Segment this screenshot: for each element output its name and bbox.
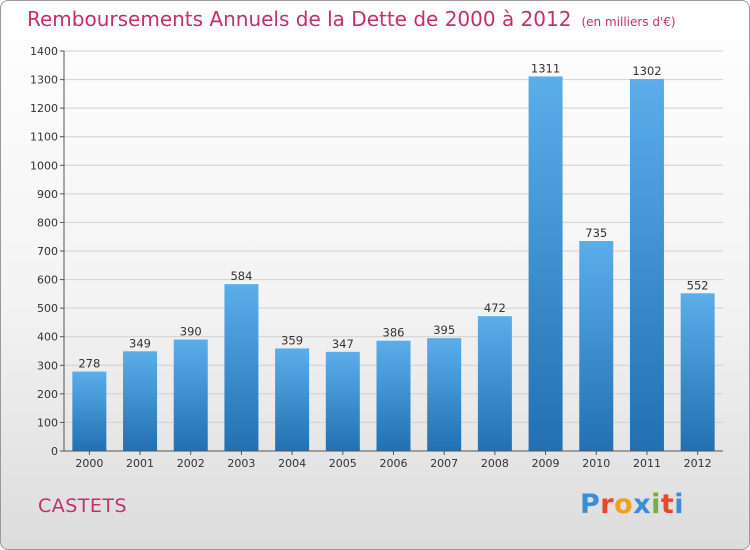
logo-letter: P <box>580 489 601 520</box>
value-label: 347 <box>332 337 354 351</box>
chart-title-text: Remboursements Annuels de la Dette de 20… <box>27 7 572 31</box>
y-tick-label: 1400 <box>30 45 58 58</box>
logo-letter: i <box>674 489 685 520</box>
y-tick-label: 1200 <box>30 102 58 115</box>
value-label: 1302 <box>632 64 661 78</box>
value-label: 584 <box>230 269 252 283</box>
logo-letter: t <box>660 489 675 520</box>
bar <box>72 371 107 451</box>
x-tick-label: 2003 <box>227 457 255 470</box>
y-tick-label: 1100 <box>30 131 58 144</box>
bar <box>427 338 462 451</box>
bar <box>477 316 512 451</box>
bar <box>579 241 614 451</box>
value-label: 1311 <box>531 61 560 75</box>
proxiti-logo: Proxiti <box>580 489 684 520</box>
logo-letter: o <box>614 489 634 520</box>
x-tick-label: 2007 <box>430 457 458 470</box>
x-tick-label: 2006 <box>380 457 408 470</box>
x-tick-label: 2009 <box>532 457 560 470</box>
value-label: 278 <box>78 357 100 371</box>
x-tick-label: 2000 <box>75 457 103 470</box>
y-tick-label: 1300 <box>30 74 58 87</box>
bars <box>72 76 715 451</box>
y-axis-ticks: 0 100 200 300 400 500 600 700 800 900 1000 1100 1200… <box>30 45 64 458</box>
bar <box>224 284 259 451</box>
x-tick-label: 2005 <box>329 457 357 470</box>
value-label: 390 <box>180 325 202 339</box>
value-label: 386 <box>383 326 405 340</box>
x-tick-label: 2004 <box>278 457 306 470</box>
bar <box>629 79 664 451</box>
x-tick-label: 2001 <box>126 457 154 470</box>
y-tick-label: 300 <box>37 359 58 372</box>
value-label: 552 <box>687 278 709 292</box>
y-tick-label: 100 <box>37 416 58 429</box>
value-label: 735 <box>585 226 607 240</box>
y-tick-label: 600 <box>37 274 58 287</box>
bar <box>680 293 715 451</box>
chart-unit: (en milliers d'€) <box>581 15 676 29</box>
value-label: 349 <box>129 336 151 350</box>
y-tick-label: 1000 <box>30 159 58 172</box>
bar <box>325 351 360 451</box>
y-tick-label: 700 <box>37 245 58 258</box>
x-tick-label: 2002 <box>177 457 205 470</box>
y-tick-label: 400 <box>37 331 58 344</box>
x-tick-label: 2012 <box>684 457 712 470</box>
y-tick-label: 900 <box>37 188 58 201</box>
value-label: 395 <box>433 323 455 337</box>
bar <box>173 339 208 451</box>
y-tick-label: 200 <box>37 388 58 401</box>
x-tick-label: 2011 <box>633 457 661 470</box>
logo-letter: i <box>651 489 661 520</box>
bar <box>528 76 563 451</box>
axes <box>63 51 723 452</box>
logo-letter: x <box>633 489 652 520</box>
x-tick-label: 2010 <box>582 457 610 470</box>
bar <box>275 348 310 451</box>
value-labels: 278 349 390 584 359 347 386 395 472 1311 735 1302 55… <box>78 61 708 370</box>
value-label: 359 <box>281 333 303 347</box>
y-tick-label: 0 <box>51 445 58 458</box>
bar <box>376 340 411 451</box>
y-tick-label: 500 <box>37 302 58 315</box>
commune-name: CASTETS <box>38 495 128 517</box>
logo-letter: r <box>600 489 615 520</box>
x-axis-ticks: 2000 2001 2002 2003 2004 2005 2006 2007 2008 2009… <box>75 451 712 470</box>
chart-title: Remboursements Annuels de la Dette de 20… <box>27 7 676 31</box>
y-tick-label: 800 <box>37 216 58 229</box>
x-tick-label: 2008 <box>481 457 509 470</box>
bar <box>123 351 158 451</box>
value-label: 472 <box>484 301 506 315</box>
